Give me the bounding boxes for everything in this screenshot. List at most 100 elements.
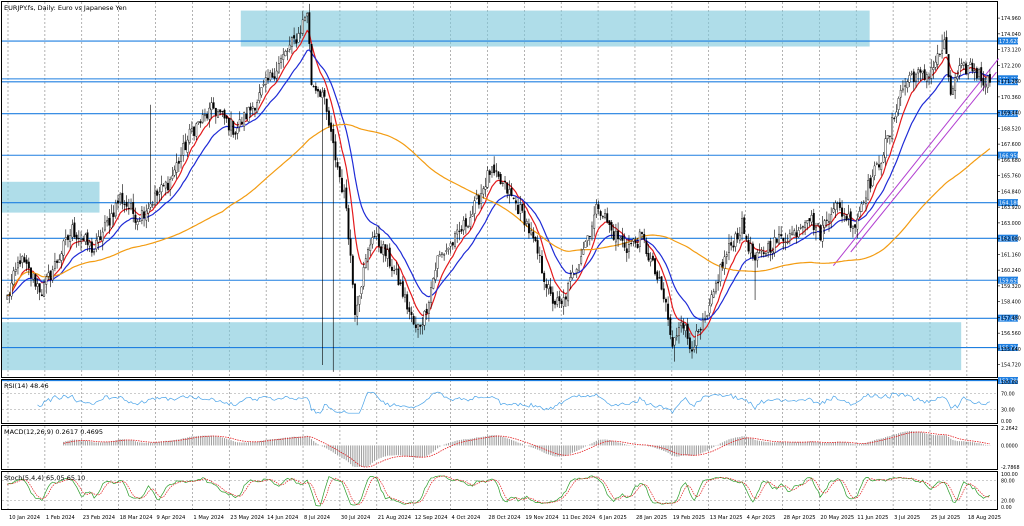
y-tick-label: 168.520 <box>1001 126 1021 132</box>
candle-body <box>923 69 926 80</box>
candle-body <box>190 128 193 132</box>
candle-body <box>386 249 389 259</box>
candle-body <box>203 114 206 117</box>
candle-body <box>43 282 46 297</box>
candle-body <box>262 84 265 86</box>
candle-body <box>865 197 867 205</box>
candle-body <box>734 233 737 247</box>
candle-body <box>686 323 689 339</box>
candle-body <box>936 53 939 65</box>
x-tick-label: 28 Apr 2025 <box>783 515 815 521</box>
price-level-label: 171.240 <box>999 80 1020 86</box>
y-tick-label: 159.320 <box>1001 284 1021 290</box>
candle-body <box>238 119 241 128</box>
candle-body <box>260 87 263 96</box>
candle-body <box>930 67 933 79</box>
y-tick-label: 174.960 <box>1001 16 1021 22</box>
candle-body <box>310 43 313 85</box>
candle-body <box>967 65 970 75</box>
candle-body <box>182 143 185 156</box>
candle-body <box>362 267 365 287</box>
price-level-label: 159.650 <box>999 278 1020 284</box>
candle-body <box>267 77 269 81</box>
candle-body <box>601 216 604 218</box>
candle-body <box>547 284 550 290</box>
candle-body <box>754 254 757 261</box>
macd-signal-line <box>63 431 990 468</box>
candle-body <box>773 237 776 253</box>
candle-body <box>984 85 987 87</box>
x-tick-label: 23 May 2024 <box>230 515 265 521</box>
rsi-y-label: 70.00 <box>1001 392 1015 398</box>
candle-body <box>51 269 54 281</box>
candle-body <box>299 32 302 34</box>
candle-body <box>447 247 450 250</box>
stoch-k-line <box>6 475 991 507</box>
candle-body <box>527 223 530 234</box>
candle-body <box>928 76 930 78</box>
candle-body <box>980 67 983 82</box>
candle-body <box>725 254 728 257</box>
candle-body <box>243 112 246 127</box>
candle-body <box>643 234 646 240</box>
candle-body <box>119 193 122 203</box>
candle-body <box>464 218 467 227</box>
candle-body <box>541 255 543 274</box>
y-tick-label: 155.640 <box>1001 347 1021 353</box>
candle-body <box>67 235 69 240</box>
candle-body <box>569 277 572 282</box>
candle-body <box>186 139 189 153</box>
candle-body <box>817 223 820 226</box>
candle-body <box>586 235 589 241</box>
candle-body <box>6 295 9 300</box>
candle-body <box>986 75 989 89</box>
candle-body <box>323 89 326 97</box>
candle-body <box>264 77 267 85</box>
candle-body <box>201 114 204 123</box>
candle-body <box>771 251 774 254</box>
candle-body <box>75 234 78 240</box>
candle-body <box>673 337 676 346</box>
candle-body <box>247 107 250 122</box>
candle-body <box>695 330 698 346</box>
candle-body <box>710 294 713 305</box>
candle-body <box>760 250 763 252</box>
candle-body <box>110 213 113 229</box>
candle-body <box>16 262 19 269</box>
candle-body <box>949 75 952 95</box>
candle-body <box>708 305 711 314</box>
candle-body <box>741 218 743 234</box>
candle-body <box>475 194 478 200</box>
x-tick-label: 1 Feb 2024 <box>46 515 76 521</box>
candle-body <box>193 126 196 136</box>
candle-body <box>571 271 574 279</box>
candle-body <box>834 202 837 210</box>
candle-body <box>180 155 182 162</box>
candle-body <box>828 221 830 223</box>
candle-body <box>523 210 526 226</box>
candle-body <box>751 243 754 258</box>
candle-body <box>912 71 915 82</box>
candle-body <box>895 111 898 118</box>
candle-body <box>884 138 887 158</box>
candle-body <box>306 13 309 17</box>
candle-body <box>177 160 180 164</box>
candle-body <box>432 278 435 289</box>
candle-body <box>899 89 902 98</box>
x-tick-label: 11 Jun 2025 <box>857 515 888 521</box>
candle-body <box>638 231 641 247</box>
candle-body <box>77 238 80 240</box>
candle-body <box>293 35 296 39</box>
candle-body <box>704 318 707 320</box>
trendline <box>832 58 1000 267</box>
candle-body <box>332 129 335 144</box>
y-tick-label: 161.160 <box>1001 252 1021 258</box>
candle-body <box>488 170 491 175</box>
candle-body <box>649 258 652 263</box>
candle-body <box>495 170 498 172</box>
candle-body <box>401 281 404 297</box>
y-tick-label: 169.440 <box>1001 111 1021 117</box>
candle-body <box>973 70 976 73</box>
